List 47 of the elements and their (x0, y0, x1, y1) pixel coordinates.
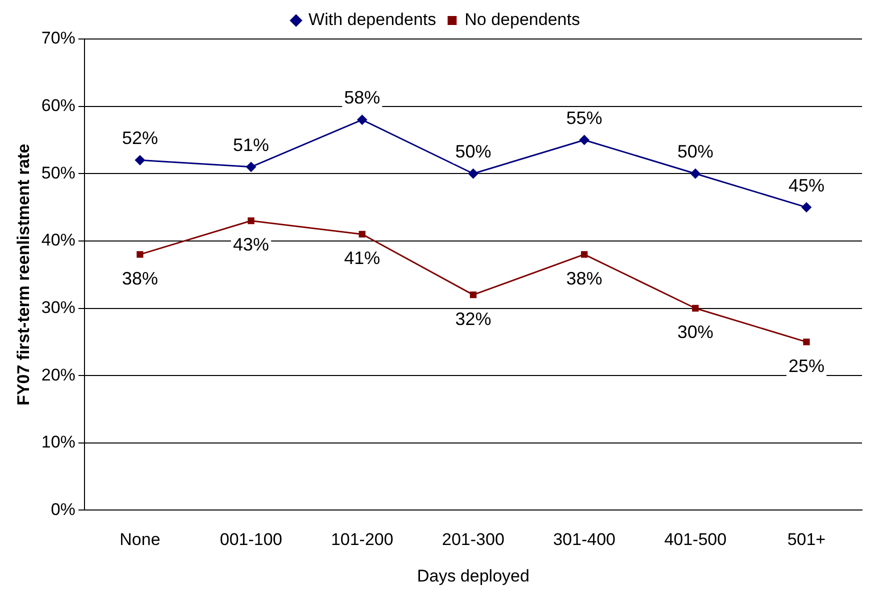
y-tick-label: 0% (50, 500, 76, 519)
x-tick-label: 501+ (787, 530, 826, 550)
data-label: 25% (788, 356, 824, 376)
y-tick-label: 60% (41, 96, 76, 115)
y-tick-label: 20% (41, 365, 76, 384)
data-label: 51% (233, 134, 270, 155)
y-axis-title: FY07 first-term reenlistment rate (14, 144, 33, 406)
point (690, 168, 700, 179)
data-label: 50% (677, 142, 714, 162)
y-tick-label: 40% (41, 230, 76, 250)
x-axis-title: Days deployed (416, 566, 530, 586)
x-tick-label: 401-500 (664, 530, 727, 550)
point (248, 217, 254, 224)
point (803, 338, 810, 346)
data-label: 38% (566, 268, 602, 288)
data-label: 50% (455, 142, 492, 162)
x-tick-label: None (120, 530, 160, 550)
data-label: 58% (344, 88, 380, 108)
data-label: 32% (455, 308, 492, 329)
point (246, 162, 256, 172)
point (801, 202, 812, 212)
x-tick-label: 101-200 (330, 530, 394, 550)
data-label: 45% (788, 175, 824, 196)
point (358, 230, 366, 238)
point (357, 114, 368, 125)
y-tick-label: 10% (41, 432, 76, 452)
point (136, 251, 144, 258)
x-tick-label: 001-100 (220, 530, 282, 550)
legend-label: No dependents (464, 10, 580, 30)
data-label: 38% (122, 268, 158, 288)
data-label: 52% (122, 128, 158, 148)
point (470, 291, 477, 298)
point (580, 251, 588, 258)
point (692, 304, 699, 312)
point (579, 134, 590, 145)
x-tick-label: 301-400 (553, 530, 616, 550)
y-tick-label: 70% (41, 28, 76, 48)
point (134, 155, 145, 166)
y-tick-label: 50% (41, 163, 76, 182)
point (468, 168, 478, 179)
data-label: 43% (233, 234, 270, 255)
data-label: 30% (677, 322, 714, 342)
y-tick-label: 30% (41, 298, 76, 317)
data-label: 55% (566, 108, 602, 128)
x-tick-label: 201-300 (442, 530, 504, 550)
legend-label: With dependents (308, 10, 436, 30)
data-label: 41% (344, 248, 380, 268)
